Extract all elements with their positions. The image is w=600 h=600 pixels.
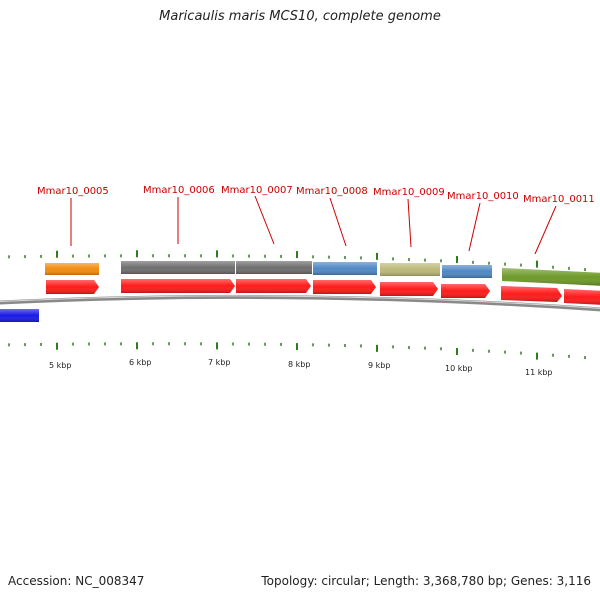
- tick-label: 6 kbp: [129, 358, 151, 367]
- tick-label: 8 kbp: [288, 360, 310, 369]
- gene-label[interactable]: Mmar10_0010: [447, 191, 519, 202]
- gene-label[interactable]: Mmar10_0009: [373, 187, 445, 198]
- label-leaders: [70, 195, 557, 255]
- gene-label[interactable]: Mmar10_0007: [221, 185, 293, 196]
- gene-label[interactable]: Mmar10_0011: [523, 194, 595, 205]
- genome-backbone: [0, 294, 600, 312]
- genome-backbone-highlight: [0, 295, 600, 309]
- map-title: Maricaulis maris MCS10, complete genome: [159, 9, 441, 24]
- accession-label: Accession: NC_008347: [8, 574, 145, 588]
- gene-label[interactable]: Mmar10_0006: [143, 185, 215, 196]
- lower-tick-track: [8, 342, 586, 360]
- feature-track: [45, 261, 600, 286]
- gene-labels: Mmar10_0005 Mmar10_0006 Mmar10_0007 Mmar…: [37, 185, 595, 205]
- genome-summary: Topology: circular; Length: 3,368,780 bp…: [261, 574, 591, 588]
- tick-label: 7 kbp: [208, 358, 230, 367]
- tick-label: 10 kbp: [445, 364, 473, 373]
- tick-label: 5 kbp: [49, 361, 71, 370]
- gene-label[interactable]: Mmar10_0008: [296, 186, 368, 197]
- tick-label: 11 kbp: [525, 368, 553, 377]
- gene-label[interactable]: Mmar10_0005: [37, 186, 109, 197]
- cds-track: [46, 279, 600, 305]
- upper-tick-track: [8, 250, 586, 272]
- tick-labels: 5 kbp 6 kbp 7 kbp 8 kbp 9 kbp 10 kbp 11 …: [49, 358, 553, 377]
- tick-label: 9 kbp: [368, 361, 390, 370]
